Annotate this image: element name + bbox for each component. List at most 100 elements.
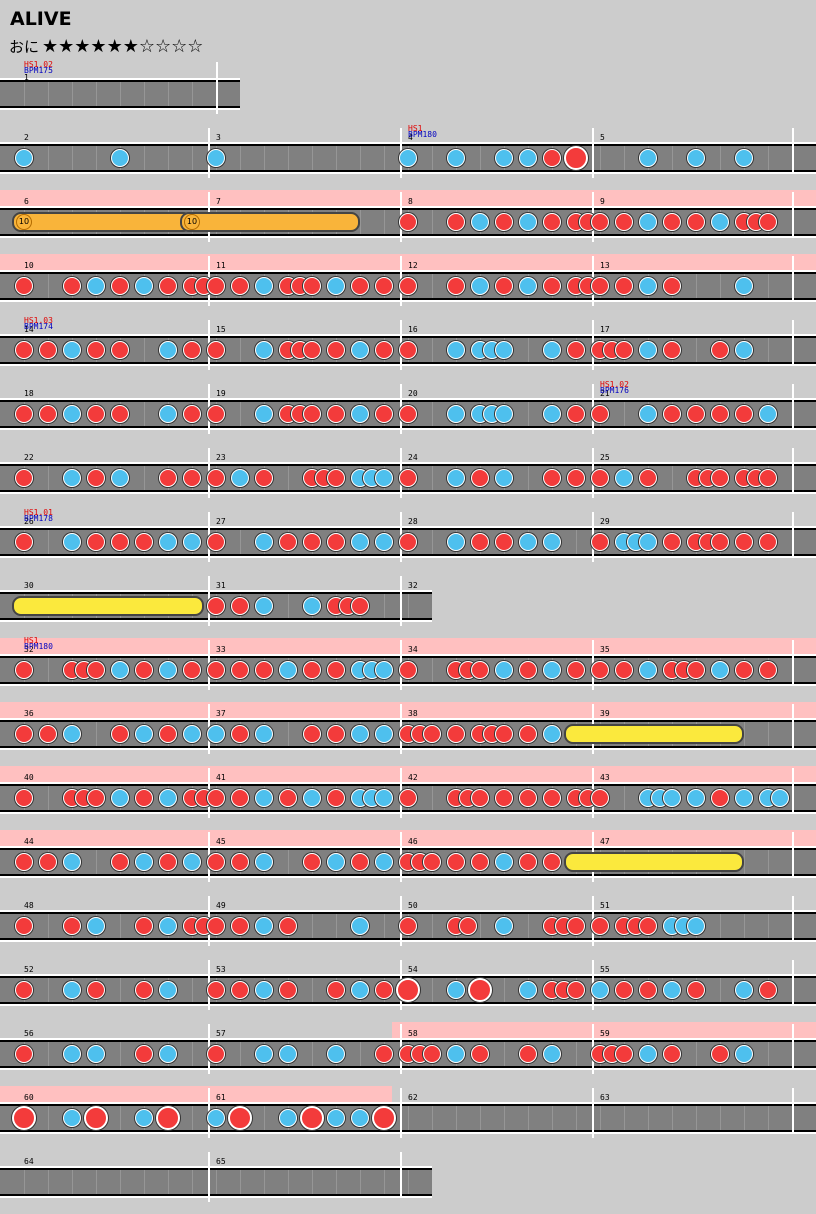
don-note xyxy=(519,1045,537,1063)
lane-bottom-edge xyxy=(0,618,432,620)
ka-note xyxy=(495,405,513,423)
beat-tick xyxy=(768,146,769,170)
beat-tick xyxy=(288,722,289,746)
ka-note xyxy=(111,149,129,167)
ka-note xyxy=(63,853,81,871)
difficulty-row: おに ★★★★★★☆☆☆☆ xyxy=(9,36,203,57)
measure-number: 51 xyxy=(600,901,610,910)
don-note xyxy=(15,469,33,487)
beat-tick xyxy=(240,530,241,554)
gogo-band xyxy=(392,1022,816,1038)
lane-bottom-border xyxy=(0,748,816,750)
ka-note xyxy=(639,149,657,167)
measure-bar xyxy=(592,128,594,174)
beat-tick xyxy=(48,274,49,298)
measure-number: 46 xyxy=(408,837,418,846)
big-don-note xyxy=(468,978,492,1002)
ka-note xyxy=(375,533,393,551)
don-note xyxy=(519,853,537,871)
measure-number: 7 xyxy=(216,197,221,206)
beat-tick xyxy=(144,338,145,362)
ka-note xyxy=(687,917,705,935)
don-note xyxy=(231,789,249,807)
beat-tick xyxy=(408,1170,409,1194)
ka-note xyxy=(63,1045,81,1063)
don-note xyxy=(711,533,729,551)
measure-number: 24 xyxy=(408,453,418,462)
chart-row: 64 65 xyxy=(0,1150,432,1214)
measure-bar xyxy=(216,62,218,110)
hs-label: HS1.02 xyxy=(24,60,53,69)
ka-note xyxy=(159,661,177,679)
don-note xyxy=(159,725,177,743)
ka-note xyxy=(207,149,225,167)
beat-tick xyxy=(192,1170,193,1194)
lane-bottom-border xyxy=(0,1132,816,1134)
don-note xyxy=(591,469,609,487)
don-note xyxy=(711,1045,729,1063)
ka-note xyxy=(735,789,753,807)
ka-note xyxy=(207,725,225,743)
ka-note xyxy=(255,341,273,359)
don-note xyxy=(567,917,585,935)
lane-top-edge xyxy=(0,1168,432,1170)
don-note xyxy=(375,981,393,999)
lane-top-edge xyxy=(0,720,816,722)
beat-tick xyxy=(768,338,769,362)
ka-note xyxy=(159,981,177,999)
ka-note xyxy=(111,469,129,487)
big-don-note xyxy=(300,1106,324,1130)
measure-bar xyxy=(792,960,794,1006)
beat-tick xyxy=(744,914,745,938)
don-note xyxy=(615,981,633,999)
chart-row: 36 37 38 39 xyxy=(0,702,816,766)
don-note xyxy=(327,469,345,487)
don-note xyxy=(207,469,225,487)
don-note xyxy=(639,917,657,935)
lane-bottom-edge xyxy=(0,1002,816,1004)
ka-note xyxy=(63,981,81,999)
measure-number: 23 xyxy=(216,453,226,462)
don-note xyxy=(543,213,561,231)
don-note xyxy=(159,853,177,871)
ka-note xyxy=(327,1109,345,1127)
measure-number: 10 xyxy=(24,261,34,270)
don-note xyxy=(399,469,417,487)
beat-tick xyxy=(96,82,97,106)
measure-number: 62 xyxy=(408,1093,418,1102)
don-note xyxy=(567,661,585,679)
don-note xyxy=(15,341,33,359)
ka-note xyxy=(543,405,561,423)
ka-note xyxy=(447,1045,465,1063)
don-note xyxy=(279,917,297,935)
don-note xyxy=(303,853,321,871)
measure-bar xyxy=(592,1088,594,1134)
don-note xyxy=(15,725,33,743)
ka-note xyxy=(615,469,633,487)
beat-tick xyxy=(168,82,169,106)
hs-label: HS1.02 xyxy=(600,380,629,389)
beat-tick xyxy=(336,914,337,938)
don-note xyxy=(255,469,273,487)
beat-tick xyxy=(312,978,313,1002)
gogo-band xyxy=(0,702,816,718)
don-note xyxy=(639,981,657,999)
measure-number: 16 xyxy=(408,325,418,334)
ka-note xyxy=(183,725,201,743)
beat-tick xyxy=(96,1170,97,1194)
don-note xyxy=(231,725,249,743)
lane-bottom-border xyxy=(0,364,816,366)
beat-tick xyxy=(48,658,49,682)
ka-note xyxy=(159,917,177,935)
don-note xyxy=(231,981,249,999)
beat-tick xyxy=(120,1170,121,1194)
beat-tick xyxy=(96,722,97,746)
don-note xyxy=(63,917,81,935)
measure-number: 28 xyxy=(408,517,418,526)
beat-tick xyxy=(240,402,241,426)
don-note xyxy=(351,277,369,295)
don-note xyxy=(591,277,609,295)
lane-bottom-edge xyxy=(0,554,816,556)
lane-bottom-edge xyxy=(0,170,816,172)
beat-tick xyxy=(744,1106,745,1130)
